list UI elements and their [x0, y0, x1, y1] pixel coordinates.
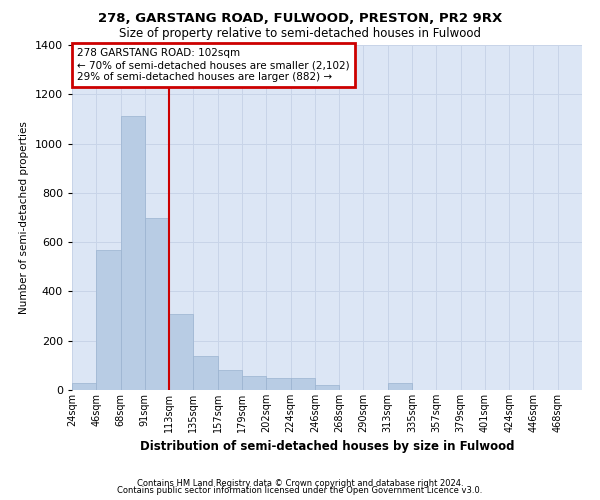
- Bar: [388, 382, 412, 390]
- Bar: [218, 370, 242, 390]
- Bar: [266, 378, 290, 390]
- Bar: [169, 314, 193, 390]
- Bar: [193, 356, 218, 390]
- Bar: [72, 382, 96, 390]
- Y-axis label: Number of semi-detached properties: Number of semi-detached properties: [19, 121, 29, 314]
- X-axis label: Distribution of semi-detached houses by size in Fulwood: Distribution of semi-detached houses by …: [140, 440, 514, 454]
- Text: Contains public sector information licensed under the Open Government Licence v3: Contains public sector information licen…: [118, 486, 482, 495]
- Text: Size of property relative to semi-detached houses in Fulwood: Size of property relative to semi-detach…: [119, 28, 481, 40]
- Text: Contains HM Land Registry data © Crown copyright and database right 2024.: Contains HM Land Registry data © Crown c…: [137, 478, 463, 488]
- Bar: [242, 376, 266, 390]
- Text: 278 GARSTANG ROAD: 102sqm
← 70% of semi-detached houses are smaller (2,102)
29% : 278 GARSTANG ROAD: 102sqm ← 70% of semi-…: [77, 48, 350, 82]
- Bar: [145, 218, 169, 390]
- Bar: [290, 378, 315, 390]
- Bar: [315, 385, 339, 390]
- Text: 278, GARSTANG ROAD, FULWOOD, PRESTON, PR2 9RX: 278, GARSTANG ROAD, FULWOOD, PRESTON, PR…: [98, 12, 502, 26]
- Bar: [96, 250, 121, 390]
- Bar: [121, 116, 145, 390]
